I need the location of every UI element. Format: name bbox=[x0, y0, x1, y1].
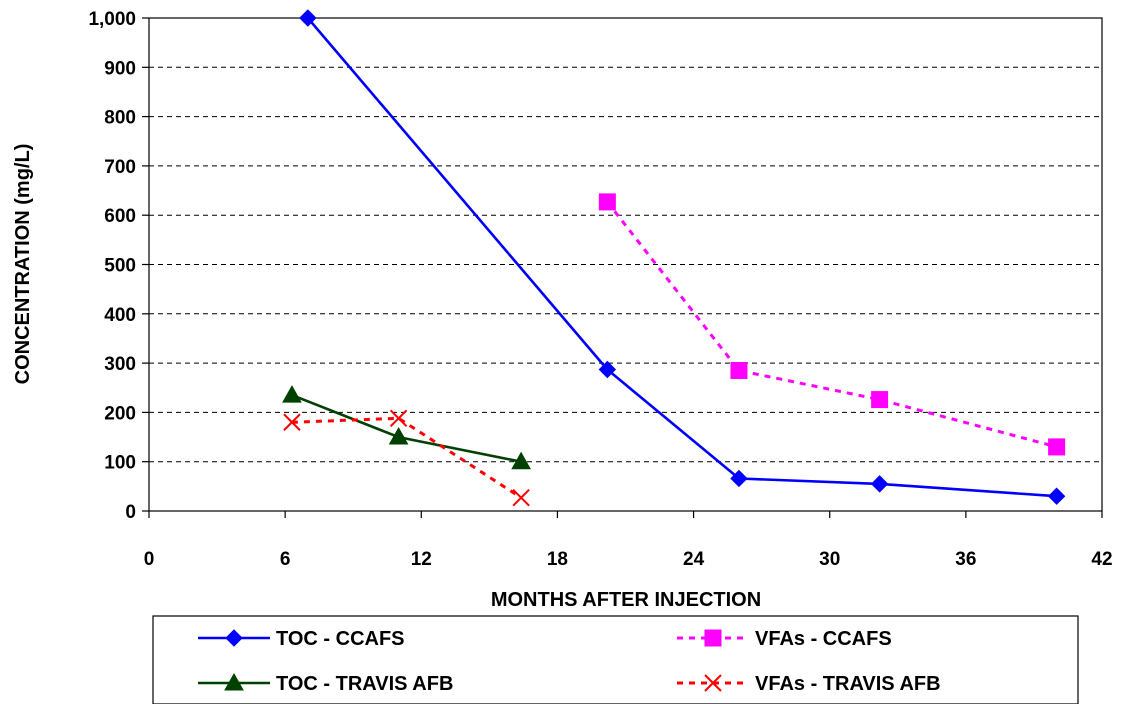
x-marker-stroke bbox=[389, 409, 408, 428]
legend-entry: TOC - TRAVIS AFB bbox=[198, 672, 453, 695]
data-point-square bbox=[730, 361, 748, 379]
y-tick-label: 900 bbox=[104, 58, 136, 79]
data-point-diamond bbox=[598, 360, 617, 379]
x-tick-label: 36 bbox=[955, 549, 976, 570]
y-tick-label: 600 bbox=[104, 206, 136, 227]
y-tick-label: 100 bbox=[104, 453, 136, 474]
legend-label: TOC - TRAVIS AFB bbox=[276, 673, 453, 695]
data-point-diamond bbox=[870, 475, 889, 493]
series-line bbox=[291, 393, 522, 463]
y-tick-label: 200 bbox=[104, 403, 136, 424]
data-point-square bbox=[704, 629, 722, 647]
x-tick-label: 24 bbox=[683, 549, 705, 570]
series-line bbox=[306, 17, 1057, 498]
legend-label: VFAs - CCAFS bbox=[755, 628, 892, 650]
data-point-square bbox=[598, 193, 616, 211]
legend-label: VFAs - TRAVIS AFB bbox=[755, 673, 941, 695]
x-tick-label: 12 bbox=[411, 549, 432, 570]
data-point-diamond bbox=[1047, 487, 1066, 505]
legend-entry: VFAs - TRAVIS AFB bbox=[677, 673, 941, 695]
legend-label: TOC - CCAFS bbox=[276, 628, 405, 650]
y-axis-label: CONCENTRATION (mg/L) bbox=[12, 144, 34, 385]
x-marker-stroke bbox=[283, 413, 301, 431]
data-point-x bbox=[283, 413, 301, 431]
data-point-x bbox=[704, 674, 722, 692]
series-group bbox=[282, 9, 1066, 507]
legend-box bbox=[152, 615, 1079, 704]
y-tick-label: 500 bbox=[104, 256, 136, 277]
data-point-square bbox=[1048, 438, 1066, 456]
x-axis-label: MONTHS AFTER INJECTION bbox=[491, 589, 761, 611]
legend-entry: TOC - CCAFS bbox=[198, 628, 405, 650]
x-tick-label: 42 bbox=[1091, 549, 1112, 570]
y-tick-label: 0 bbox=[125, 502, 136, 523]
x-tick-label: 6 bbox=[280, 549, 291, 570]
data-point-diamond bbox=[225, 629, 243, 647]
y-tick-label: 800 bbox=[104, 108, 136, 129]
series-line bbox=[291, 416, 522, 499]
series-vfas-ccafs bbox=[598, 193, 1066, 456]
gridlines bbox=[149, 66, 1102, 463]
data-point-triangle bbox=[388, 427, 409, 445]
x-tick-label: 30 bbox=[819, 549, 840, 570]
y-tick-label: 1,000 bbox=[88, 9, 136, 30]
x-tick-label: 18 bbox=[547, 549, 568, 570]
data-point-triangle bbox=[511, 451, 531, 470]
legend: TOC - CCAFS VFAs - CCAFS TOC - TRAVIS AFB V… bbox=[198, 628, 941, 695]
legend-entry: VFAs - CCAFS bbox=[677, 628, 892, 650]
y-tick-label: 300 bbox=[104, 354, 136, 375]
series-toc-ccafs bbox=[299, 9, 1066, 505]
data-point-triangle bbox=[282, 385, 302, 403]
y-tick-label: 400 bbox=[104, 305, 136, 326]
data-point-square bbox=[871, 391, 889, 409]
y-tick-label: 700 bbox=[104, 157, 136, 178]
x-marker-stroke bbox=[704, 674, 722, 692]
data-point-x bbox=[389, 409, 408, 428]
data-point-x bbox=[512, 488, 530, 507]
x-tick-label: 0 bbox=[144, 549, 155, 570]
data-point-diamond bbox=[299, 9, 317, 27]
series-line bbox=[606, 200, 1057, 449]
data-point-triangle bbox=[224, 672, 244, 691]
axes: 0 100 200 300 400 500 600 700 800 900 1,000 0 6 12 18 2… bbox=[88, 9, 1112, 570]
x-marker-stroke bbox=[512, 488, 530, 507]
series-toc-travis-afb bbox=[282, 385, 531, 470]
series-vfas-travis-afb bbox=[283, 409, 530, 507]
data-point-diamond bbox=[730, 469, 748, 488]
